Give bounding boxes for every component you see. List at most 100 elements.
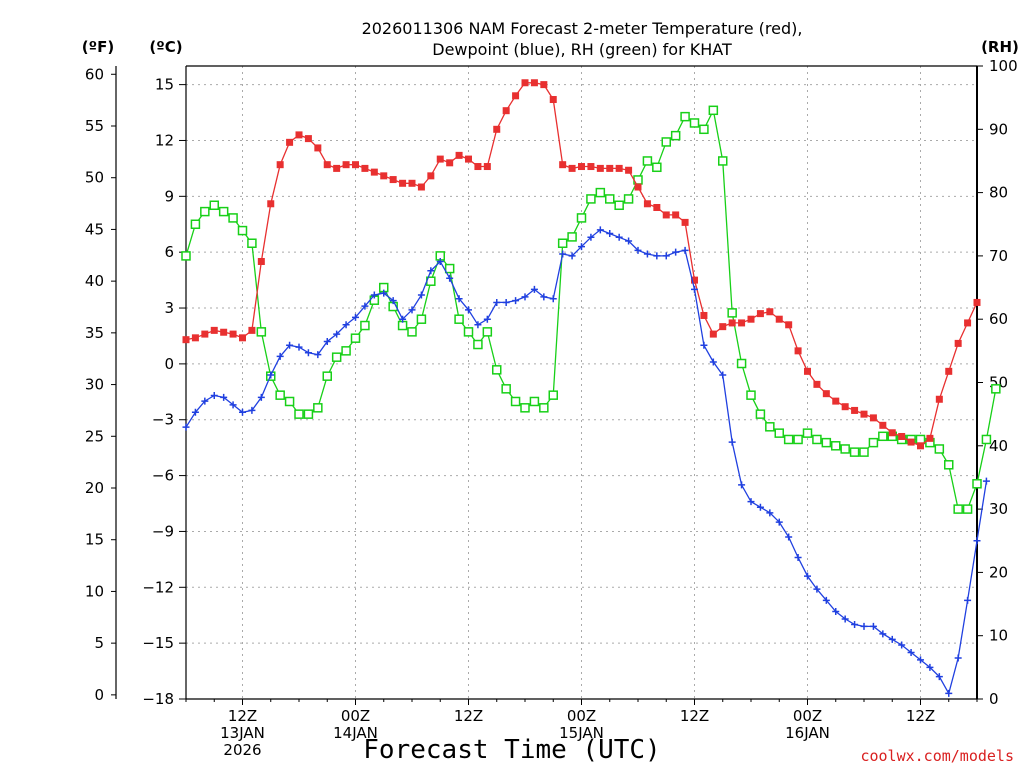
dewpoint-point (474, 321, 482, 329)
temperature-point (493, 125, 501, 133)
rh-point (407, 327, 417, 337)
dewpoint-point (634, 246, 642, 254)
rh-point (492, 365, 502, 375)
rh-point (200, 206, 210, 217)
fahrenheit-tick-label: 20 (85, 479, 104, 497)
dewpoint-point (314, 351, 322, 359)
temperature-point (276, 161, 284, 169)
x-axis-title: Forecast Time (UTC) (363, 735, 660, 765)
temperature-point (775, 315, 783, 323)
chart-title-line-2: Dewpoint (blue), RH (green) for KHAT (432, 40, 732, 59)
dewpoint-point (804, 572, 811, 580)
temperature-point (606, 164, 614, 172)
dewpoint-point (587, 233, 595, 241)
dewpoint-point (568, 252, 576, 260)
temperature-point (973, 298, 981, 306)
rh-point (313, 403, 323, 413)
dewpoint-point (342, 321, 350, 329)
temperature-point (427, 172, 435, 180)
temperature-point (926, 434, 934, 442)
dewpoint-point (380, 289, 388, 297)
dewpoint-point (436, 257, 444, 265)
rh-point (708, 105, 719, 116)
dewpoint-point (267, 371, 275, 379)
temperature-point (662, 211, 670, 219)
dewpoint-point (625, 237, 633, 245)
fahrenheit-tick-label: 50 (85, 169, 104, 187)
temperature-point (474, 163, 482, 171)
temperature-point (634, 183, 642, 191)
rh-tick-label: 80 (989, 184, 1008, 202)
dewpoint-point (907, 648, 915, 656)
temperature-point (879, 421, 887, 429)
temperature-point (229, 330, 237, 338)
temperature-point (747, 315, 755, 323)
dewpoint-point (248, 406, 256, 414)
temperature-point (719, 323, 727, 331)
temperature-point (813, 380, 821, 388)
rh-point (303, 409, 314, 419)
temperature-point (888, 429, 896, 437)
dewpoint-point (888, 635, 896, 643)
temperature-point (220, 328, 228, 336)
time-tick-label: 12Z (680, 707, 709, 725)
rh-unit-label: (RH) (981, 38, 1019, 56)
dewpoint-point (681, 246, 689, 254)
rh-point (228, 213, 238, 223)
dewpoint-series (182, 226, 990, 697)
rh-point (605, 194, 615, 204)
temperature-series (182, 79, 981, 450)
rh-tick-label: 40 (989, 437, 1008, 455)
dewpoint-point (399, 315, 407, 323)
time-tick-label: 12Z (454, 707, 483, 725)
dewpoint-point (794, 554, 802, 562)
dewpoint-point (191, 408, 199, 416)
rh-point (350, 333, 361, 343)
dewpoint-point (493, 298, 501, 306)
rh-point (878, 431, 888, 442)
dewpoint-point (691, 285, 698, 293)
dewpoint-point (446, 274, 454, 282)
dewpoint-point (512, 297, 520, 305)
temperature-point (408, 179, 416, 187)
temperature-point (756, 310, 764, 318)
rh-point (727, 308, 737, 318)
time-tick-label: 16JAN (785, 724, 830, 742)
dewpoint-point (973, 537, 981, 545)
temperature-point (333, 164, 341, 172)
dewpoint-point (813, 585, 821, 593)
temperature-point (446, 159, 454, 167)
rh-point (991, 384, 1001, 394)
temperature-point (672, 211, 680, 219)
temperature-point (530, 79, 538, 87)
rh-point (934, 444, 945, 454)
rh-point (765, 422, 775, 432)
rh-point (501, 384, 511, 394)
dewpoint-point (596, 226, 604, 234)
dewpoint-point (333, 330, 341, 338)
rh-point (218, 206, 229, 217)
temperature-point (191, 334, 199, 342)
temperature-point (700, 311, 708, 319)
dewpoint-point (304, 349, 312, 357)
dewpoint-point (615, 233, 623, 241)
fahrenheit-tick-label: 45 (85, 220, 104, 238)
rh-point (755, 409, 766, 419)
dewpoint-point (370, 291, 378, 299)
time-tick-label: 12Z (228, 707, 257, 725)
celsius-tick-label: −12 (142, 578, 174, 596)
dewpoint-point (756, 503, 764, 511)
temperature-point (182, 336, 190, 344)
dewpoint-point (964, 596, 972, 604)
temperature-point (935, 395, 943, 403)
fahrenheit-tick-label: 0 (94, 686, 104, 704)
celsius-tick-label: 6 (164, 243, 174, 261)
temperature-point (521, 79, 529, 87)
dewpoint-point (822, 596, 830, 604)
dewpoint-point (766, 509, 774, 517)
rh-point (821, 437, 832, 448)
dewpoint-point (408, 306, 416, 314)
rh-point (341, 346, 351, 356)
dewpoint-point (559, 250, 567, 258)
